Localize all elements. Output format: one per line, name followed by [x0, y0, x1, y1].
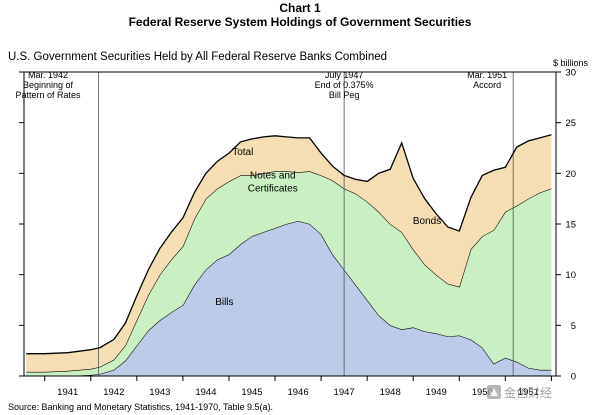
annotation-jul1947-line1: July 1947 — [325, 70, 364, 80]
annotation-jul1947-line2: End of 0.375% — [315, 80, 374, 90]
stacked-areas — [26, 134, 552, 377]
y-tick-label-15: 15 — [565, 220, 576, 231]
label-bonds: Bonds — [413, 216, 441, 227]
annotation-mar1942-line2: Beginning of — [23, 80, 74, 90]
total-line — [26, 134, 552, 355]
total-line-group — [26, 134, 552, 355]
x-axis: 1941 1942 1943 1944 1945 1946 1947 1948 1949 1950… — [44, 376, 552, 398]
y-tick-label-5: 5 — [571, 321, 576, 332]
x-tick-label-1951: 1951 — [518, 387, 539, 398]
chart-number: Chart 1 — [279, 1, 321, 15]
source-note: Source: Banking and Monetary Statistics,… — [8, 402, 273, 412]
x-tick-label-1941: 1941 — [57, 387, 78, 398]
chart-subtitle: U.S. Government Securities Held by All F… — [8, 51, 387, 63]
watermark-text: 金色财经 — [504, 385, 552, 400]
area-labels: Total Notes and Certificates Bonds Bills — [215, 147, 441, 308]
annotation-mar1951-line1: Mar. 1951 — [467, 70, 507, 80]
x-tick-label-1945: 1945 — [241, 387, 262, 398]
y-tick-label-25: 25 — [565, 118, 576, 129]
x-tick-label-1947: 1947 — [334, 387, 355, 398]
label-bills: Bills — [215, 297, 233, 308]
annotation-mar1942-line1: Mar. 1942 — [28, 70, 68, 80]
unit-label: $ billions — [553, 58, 589, 68]
label-notes-line2: Certificates — [248, 184, 298, 195]
chart-title: Federal Reserve System Holdings of Gover… — [129, 15, 472, 29]
area-bills — [26, 221, 552, 376]
y-axis: 0 5 10 15 20 25 30 — [19, 68, 576, 383]
area-bonds — [26, 134, 552, 372]
x-tick-label-1943: 1943 — [149, 387, 170, 398]
y-tick-label-30: 30 — [565, 68, 576, 79]
x-tick-label-1948: 1948 — [380, 387, 401, 398]
y-tick-label-0: 0 — [571, 372, 576, 383]
annotation-mar1951-line2: Accord — [473, 80, 501, 90]
x-tick-label-1944: 1944 — [195, 387, 216, 398]
x-tick-label-1950: 1950 — [472, 387, 493, 398]
label-total: Total — [232, 147, 253, 158]
x-tick-label-1942: 1942 — [103, 387, 124, 398]
x-tick-label-1949: 1949 — [426, 387, 447, 398]
event-lines — [98, 72, 514, 376]
watermark-logo: 金色财经 — [487, 385, 552, 400]
annotation-jul1947-line3: Bill Peg — [329, 90, 360, 100]
y-tick-label-10: 10 — [565, 270, 576, 281]
x-tick-label-1946: 1946 — [287, 387, 308, 398]
label-notes-line1: Notes and — [250, 170, 296, 181]
annotation-mar1942-line3: Pattern of Rates — [15, 90, 81, 100]
area-notes-certificates — [26, 171, 552, 376]
y-tick-label-20: 20 — [565, 169, 576, 180]
